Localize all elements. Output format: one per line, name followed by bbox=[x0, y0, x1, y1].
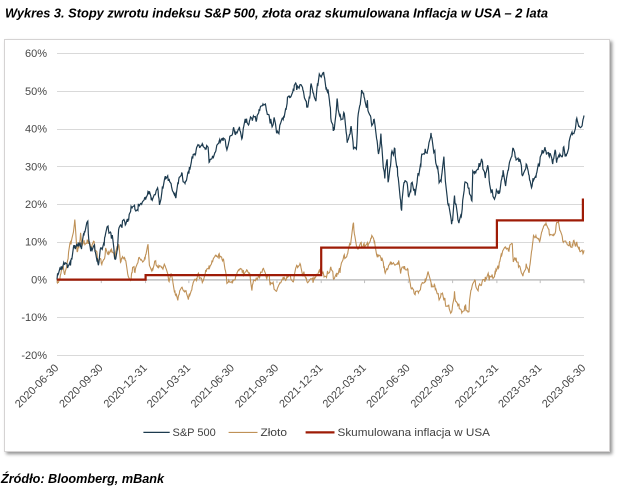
svg-text:Wykres 3. Stopy zwrotu indeksu: Wykres 3. Stopy zwrotu indeksu S&P 500, … bbox=[5, 7, 548, 21]
svg-text:Skumulowana inflacja w USA: Skumulowana inflacja w USA bbox=[338, 427, 491, 439]
svg-text:-10%: -10% bbox=[21, 312, 47, 324]
svg-text:30%: 30% bbox=[25, 161, 47, 173]
svg-text:40%: 40% bbox=[25, 124, 47, 136]
svg-text:Źródło: Bloomberg, mBank: Źródło: Bloomberg, mBank bbox=[0, 471, 165, 486]
svg-text:50%: 50% bbox=[25, 86, 47, 98]
svg-text:60%: 60% bbox=[25, 48, 47, 60]
svg-text:Złoto: Złoto bbox=[261, 427, 288, 439]
svg-text:10%: 10% bbox=[25, 237, 47, 249]
svg-text:-20%: -20% bbox=[21, 350, 47, 362]
svg-text:0%: 0% bbox=[31, 274, 47, 286]
svg-text:S&P 500: S&P 500 bbox=[173, 427, 216, 439]
svg-text:20%: 20% bbox=[25, 199, 47, 211]
